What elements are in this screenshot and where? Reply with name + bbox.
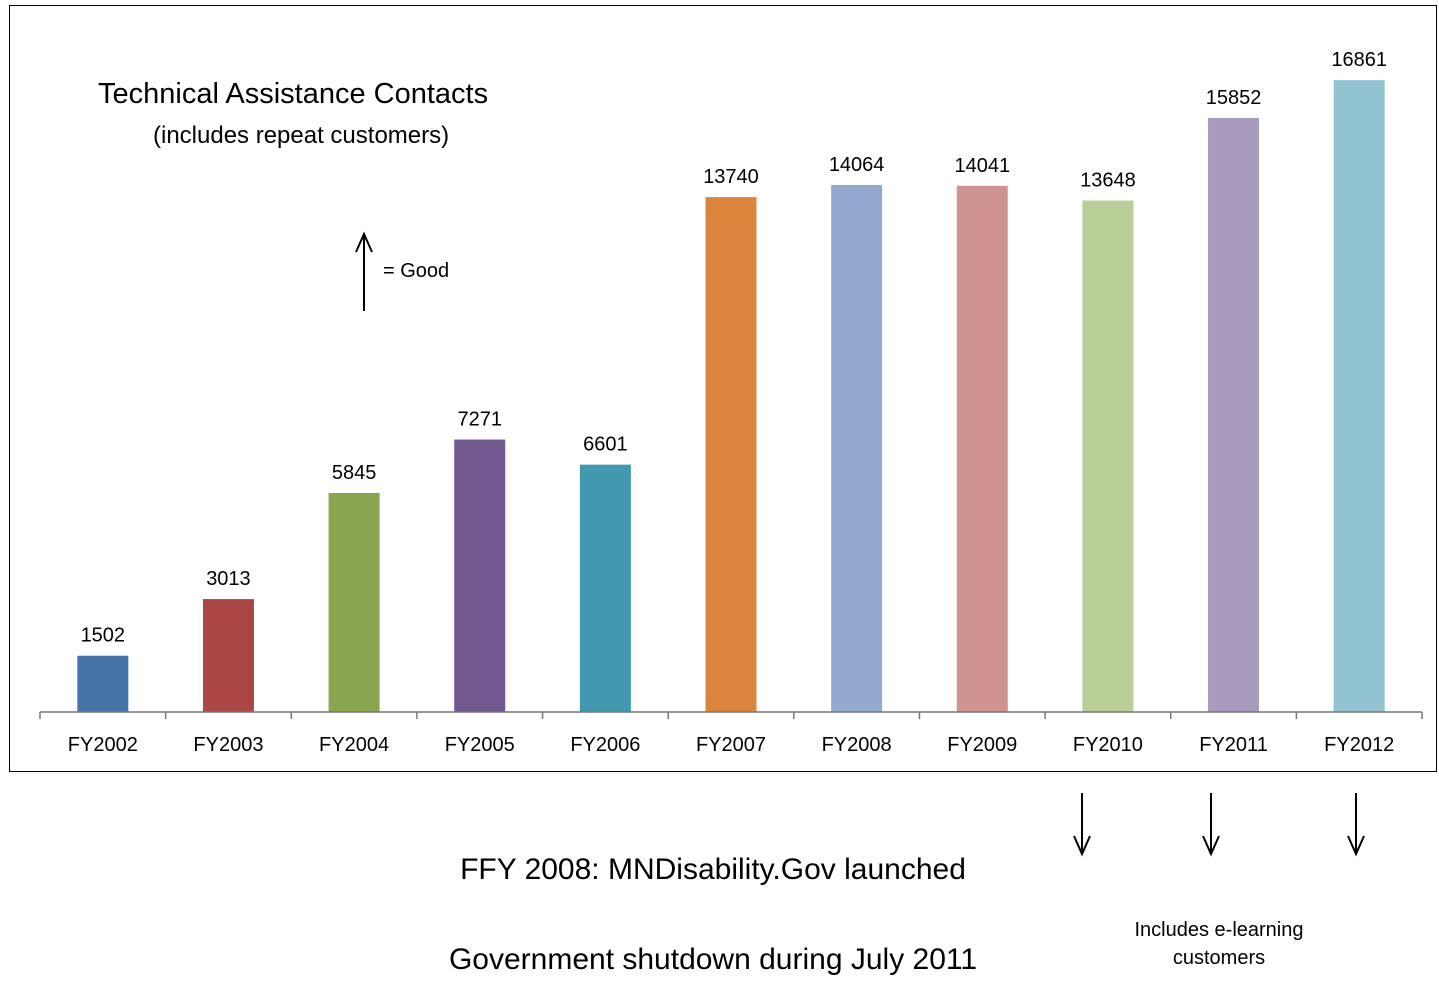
tick-label-FY2011: FY2011	[1199, 734, 1268, 756]
note-mndisability-launch: FFY 2008: MNDisability.Gov launched	[460, 853, 966, 886]
tick-label-FY2003: FY2003	[193, 734, 263, 756]
down-arrow-head-1	[1073, 835, 1091, 857]
data-label-FY2007: 13740	[703, 166, 759, 188]
data-label-FY2010: 13648	[1080, 170, 1136, 192]
arrows-group	[355, 231, 1365, 857]
data-label-FY2003: 3013	[206, 568, 251, 590]
data-label-FY2008: 14064	[829, 154, 885, 176]
tick-label-FY2002: FY2002	[68, 734, 138, 756]
data-label-FY2011: 15852	[1206, 87, 1262, 109]
tick-label-FY2005: FY2005	[445, 734, 515, 756]
note-elearning: Includes e-learning customers	[1135, 916, 1304, 972]
bar-FY2010	[1082, 200, 1134, 712]
chart-title: Technical Assistance Contacts	[98, 78, 489, 110]
note-elearning-line1: Includes e-learning	[1134, 919, 1304, 941]
tick-label-FY2012: FY2012	[1324, 734, 1394, 756]
bar-FY2004	[328, 492, 380, 712]
x-axis: FY2002 FY2003 FY2004 FY2005 FY2006 FY2007 FY20…	[39, 711, 1423, 756]
data-label-FY2012: 16861	[1331, 49, 1387, 71]
note-government-shutdown: Government shutdown during July 2011	[448, 943, 978, 976]
tick-label-FY2006: FY2006	[570, 734, 640, 756]
bar-FY2006	[579, 464, 631, 712]
tick-label-FY2007: FY2007	[696, 734, 766, 756]
bar-FY2002	[77, 655, 129, 712]
data-label-FY2006: 6601	[583, 434, 628, 456]
down-arrow-head-2	[1202, 835, 1220, 857]
data-label-FY2002: 1502	[81, 625, 126, 647]
tick-label-FY2009: FY2009	[947, 734, 1017, 756]
chart-frame	[9, 5, 1437, 772]
bar-FY2012	[1333, 80, 1385, 712]
note-elearning-line2: customers	[1172, 947, 1266, 969]
tick-label-FY2004: FY2004	[319, 734, 389, 756]
data-label-FY2004: 5845	[332, 462, 377, 484]
chart-subtitle: (includes repeat customers)	[153, 122, 450, 149]
bars-group: 1502 3013 5845 7271 6601 13740 14064 14041 13648…	[77, 49, 1387, 713]
good-up-arrow-head	[355, 231, 373, 253]
bar-FY2011	[1208, 117, 1260, 713]
down-arrow-head-3	[1347, 835, 1365, 857]
good-indicator-label: = Good	[383, 260, 450, 282]
bar-FY2003	[202, 599, 254, 712]
bar-FY2007	[705, 197, 757, 713]
tick-label-FY2010: FY2010	[1073, 734, 1143, 756]
tick-label-FY2008: FY2008	[822, 734, 892, 756]
data-label-FY2009: 14041	[954, 155, 1010, 177]
bar-FY2005	[454, 439, 506, 712]
bar-FY2008	[831, 184, 883, 713]
data-label-FY2005: 7271	[457, 409, 502, 431]
bar-FY2009	[956, 185, 1008, 712]
